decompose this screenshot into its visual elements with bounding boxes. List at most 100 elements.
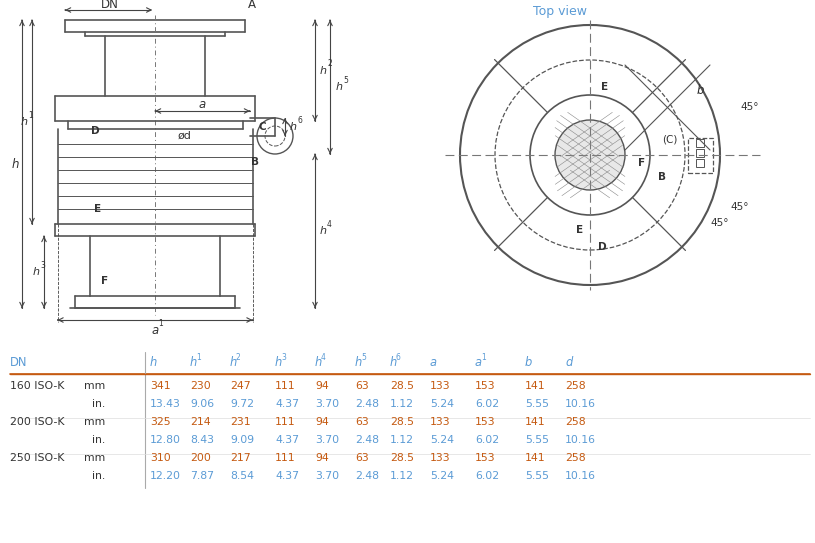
Text: 4.37: 4.37 xyxy=(275,399,299,409)
Text: DN: DN xyxy=(10,356,28,369)
Text: 4: 4 xyxy=(321,353,326,363)
Text: 10.16: 10.16 xyxy=(565,435,596,445)
Text: mm: mm xyxy=(84,417,105,427)
Text: 258: 258 xyxy=(565,453,586,463)
Text: h: h xyxy=(355,356,362,369)
Text: 133: 133 xyxy=(430,453,451,463)
Text: 12.20: 12.20 xyxy=(150,471,181,481)
Text: a: a xyxy=(199,98,206,110)
Text: 141: 141 xyxy=(525,381,545,391)
Text: 5.24: 5.24 xyxy=(430,471,454,481)
Text: 217: 217 xyxy=(230,453,251,463)
Text: 2.48: 2.48 xyxy=(355,435,379,445)
Text: 10.16: 10.16 xyxy=(565,399,596,409)
Text: h: h xyxy=(289,122,297,132)
Text: 258: 258 xyxy=(565,381,586,391)
Text: Top view: Top view xyxy=(533,5,587,18)
Text: 111: 111 xyxy=(275,453,296,463)
Text: E: E xyxy=(576,225,584,235)
Text: 9.09: 9.09 xyxy=(230,435,254,445)
Text: 94: 94 xyxy=(315,453,328,463)
Text: a: a xyxy=(152,324,159,337)
Text: 2: 2 xyxy=(327,60,332,68)
Text: 3.70: 3.70 xyxy=(315,399,339,409)
Text: 9.06: 9.06 xyxy=(190,399,214,409)
Text: 5.24: 5.24 xyxy=(430,399,454,409)
Text: 5.55: 5.55 xyxy=(525,435,549,445)
Text: 28.5: 28.5 xyxy=(390,417,414,427)
Text: h: h xyxy=(150,356,157,369)
Text: b: b xyxy=(525,356,532,369)
Text: h: h xyxy=(319,226,327,236)
Text: 141: 141 xyxy=(525,453,545,463)
Text: D: D xyxy=(597,242,606,252)
Text: 6: 6 xyxy=(396,353,401,363)
Text: 63: 63 xyxy=(355,381,368,391)
Text: A: A xyxy=(248,0,256,10)
Text: 133: 133 xyxy=(430,417,451,427)
Text: mm: mm xyxy=(84,453,105,463)
Text: B: B xyxy=(251,157,259,167)
Text: h: h xyxy=(319,66,327,75)
Text: 341: 341 xyxy=(150,381,170,391)
Text: 1.12: 1.12 xyxy=(390,399,414,409)
Text: 5.55: 5.55 xyxy=(525,471,549,481)
Text: 111: 111 xyxy=(275,417,296,427)
Text: F: F xyxy=(101,276,108,286)
Text: DN: DN xyxy=(101,0,119,10)
Text: ød: ød xyxy=(178,131,192,141)
Text: 1: 1 xyxy=(158,319,163,328)
Text: 1.12: 1.12 xyxy=(390,435,414,445)
Text: E: E xyxy=(94,204,101,214)
Text: 5: 5 xyxy=(361,353,366,363)
Text: 2: 2 xyxy=(236,353,240,363)
Bar xyxy=(696,138,704,147)
Text: 3.70: 3.70 xyxy=(315,435,339,445)
Text: F: F xyxy=(638,158,645,168)
Text: 2.48: 2.48 xyxy=(355,399,379,409)
Text: 63: 63 xyxy=(355,417,368,427)
Text: h: h xyxy=(230,356,237,369)
Text: 3: 3 xyxy=(40,261,45,270)
Text: 153: 153 xyxy=(475,381,496,391)
Text: 325: 325 xyxy=(150,417,170,427)
Text: h: h xyxy=(190,356,197,369)
Text: 10.16: 10.16 xyxy=(565,471,596,481)
Text: 9.72: 9.72 xyxy=(230,399,254,409)
Text: 6.02: 6.02 xyxy=(475,471,499,481)
Text: 200 ISO-K: 200 ISO-K xyxy=(10,417,64,427)
Circle shape xyxy=(555,120,625,190)
Text: 45°: 45° xyxy=(711,218,729,228)
Text: 4.37: 4.37 xyxy=(275,471,299,481)
Text: C: C xyxy=(258,122,266,132)
Text: 153: 153 xyxy=(475,453,496,463)
Text: 28.5: 28.5 xyxy=(390,453,414,463)
Text: in.: in. xyxy=(92,471,105,481)
Text: 141: 141 xyxy=(525,417,545,427)
Text: 13.43: 13.43 xyxy=(150,399,181,409)
Bar xyxy=(696,148,704,156)
Text: 45°: 45° xyxy=(741,102,760,112)
Text: 133: 133 xyxy=(430,381,451,391)
Text: 258: 258 xyxy=(565,417,586,427)
Text: 28.5: 28.5 xyxy=(390,381,414,391)
Text: h: h xyxy=(20,117,28,127)
Text: D: D xyxy=(90,126,99,136)
Bar xyxy=(696,159,704,167)
Text: 45°: 45° xyxy=(731,202,749,212)
Text: h: h xyxy=(315,356,322,369)
Text: 4: 4 xyxy=(327,220,332,229)
Text: 5.55: 5.55 xyxy=(525,399,549,409)
Text: 1: 1 xyxy=(481,353,486,363)
Text: 2.48: 2.48 xyxy=(355,471,379,481)
Text: 214: 214 xyxy=(190,417,210,427)
Text: h: h xyxy=(390,356,397,369)
Text: 160 ISO-K: 160 ISO-K xyxy=(10,381,64,391)
Text: 3: 3 xyxy=(281,353,286,363)
Text: in.: in. xyxy=(92,435,105,445)
Text: 230: 230 xyxy=(190,381,211,391)
Text: (C): (C) xyxy=(663,135,678,145)
Text: 94: 94 xyxy=(315,381,328,391)
Text: 310: 310 xyxy=(150,453,171,463)
Text: B: B xyxy=(658,172,666,182)
